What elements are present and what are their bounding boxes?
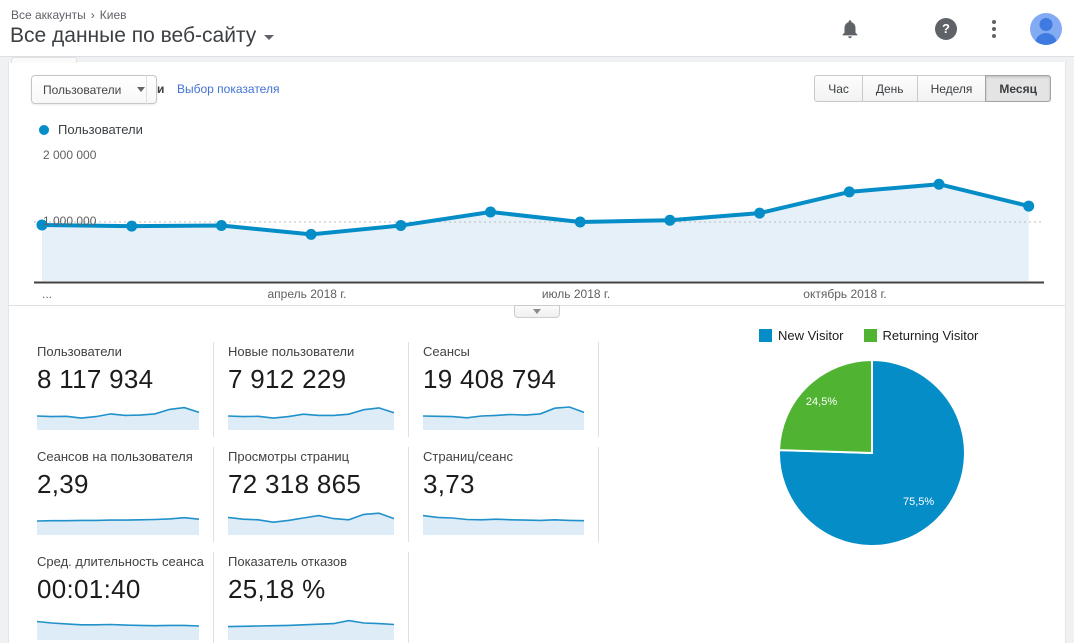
title-dropdown-caret-icon[interactable]: [264, 35, 275, 40]
kebab-menu-icon[interactable]: [982, 17, 1006, 41]
stat-card: Просмотры страниц 72 318 865: [214, 447, 409, 542]
y-axis-label-1m: 1 000 000: [43, 214, 97, 228]
visitor-type-panel: New Visitor Returning Visitor 75,5% 24,5%: [599, 324, 1065, 634]
stat-label: Сеансы: [423, 344, 470, 359]
stat-value: 72 318 865: [228, 469, 362, 499]
stat-card: Сред. длительность сеанса 00:01:40: [36, 552, 214, 643]
stat-value: 8 117 934: [37, 364, 154, 394]
x-tick-label: апрель 2018 г.: [267, 287, 347, 301]
stat-card: Пользователи 8 117 934: [36, 342, 214, 437]
granularity-button-день[interactable]: День: [861, 75, 918, 102]
chart-collapse-handle[interactable]: [514, 305, 560, 318]
pie-legend-item: Returning Visitor: [863, 328, 979, 343]
stat-value: 3,73: [423, 469, 475, 499]
pie-slice-label: 75,5%: [903, 496, 934, 508]
chart-legend: Пользователи: [39, 122, 143, 137]
granularity-button-час[interactable]: Час: [814, 75, 863, 102]
stat-label: Просмотры страниц: [228, 449, 350, 464]
controls-divider: [146, 75, 147, 104]
metric-selector-dropdown[interactable]: Пользователи: [31, 75, 158, 104]
stat-label: Страниц/сеанс: [423, 449, 513, 464]
x-tick-label: октябрь 2018 г.: [803, 287, 887, 301]
conjunction-label: и: [157, 82, 165, 96]
granularity-button-group: Час День Неделя Месяц: [814, 75, 1051, 102]
app-header: Все аккаунты › Киев Все данные по веб-са…: [0, 0, 1074, 57]
breadcrumb: Все аккаунты › Киев: [11, 8, 127, 22]
user-avatar[interactable]: [1030, 12, 1062, 45]
stat-sparkline: [227, 610, 395, 640]
stat-value: 2,39: [37, 469, 89, 499]
stat-sparkline: [227, 400, 395, 430]
pie-slice-label: 24,5%: [806, 396, 837, 408]
x-tick-label: июль 2018 г.: [541, 287, 611, 301]
stat-sparkline: [36, 400, 200, 430]
granularity-button-неделя[interactable]: Неделя: [916, 75, 987, 102]
stat-card: Новые пользователи 7 912 229: [214, 342, 409, 437]
legend-label: New Visitor: [778, 328, 844, 343]
breadcrumb-all-accounts[interactable]: Все аккаунты: [11, 8, 86, 22]
chevron-down-icon: [137, 87, 146, 92]
select-metric-link[interactable]: Выбор показателя: [177, 82, 280, 96]
panel-tab: [11, 57, 77, 63]
timeseries-svg: [34, 178, 1044, 284]
stat-value: 19 408 794: [423, 364, 557, 394]
stat-card: Сеансы 19 408 794: [409, 342, 599, 437]
stat-label: Пользователи: [37, 344, 122, 359]
granularity-button-месяц[interactable]: Месяц: [985, 75, 1051, 102]
y-axis-label-2m: 2 000 000: [43, 148, 97, 162]
stat-card: Страниц/сеанс 3,73: [409, 447, 599, 542]
stat-sparkline: [422, 505, 585, 535]
stat-value: 25,18 %: [228, 574, 326, 604]
stat-value: 7 912 229: [228, 364, 347, 394]
legend-swatch-icon: [863, 329, 877, 342]
stat-sparkline: [422, 400, 585, 430]
stat-card: Сеансов на пользователя 2,39: [36, 447, 214, 542]
notifications-bell-icon[interactable]: [838, 17, 862, 41]
legend-swatch-icon: [759, 329, 772, 342]
stat-value: 00:01:40: [37, 574, 141, 604]
breadcrumb-separator: ›: [90, 8, 95, 22]
page-title: Все данные по веб-сайту: [10, 24, 257, 47]
chart-collapse-divider: [9, 305, 1065, 318]
pie-legend-item: New Visitor: [759, 328, 844, 343]
empty-cell: [409, 552, 599, 643]
pie-legend: New Visitor Returning Visitor: [759, 328, 978, 343]
x-tick-label: ...: [42, 287, 53, 301]
apps-grid-icon[interactable]: [886, 17, 910, 41]
stat-label: Новые пользователи: [228, 344, 355, 359]
stat-label: Показатель отказов: [228, 554, 348, 569]
overview-panel: Пользователи и Выбор показателя Час День Н…: [8, 57, 1066, 643]
help-icon[interactable]: ?: [934, 17, 958, 41]
stat-sparkline: [36, 505, 200, 535]
users-timeseries-chart[interactable]: 2 000 000 1 000 000 ... апрель 2018 г. и…: [34, 148, 1044, 303]
series-label: Пользователи: [58, 122, 143, 137]
legend-label: Returning Visitor: [882, 328, 979, 343]
stat-label: Сеансов на пользователя: [37, 449, 193, 464]
stat-card: Показатель отказов 25,18 %: [214, 552, 409, 643]
series-dot-icon: [39, 124, 49, 135]
stat-sparkline: [227, 505, 395, 535]
stat-label: Сред. длительность сеанса: [37, 554, 204, 569]
visitor-type-pie-chart[interactable]: 75,5% 24,5%: [772, 353, 972, 553]
stat-sparkline: [36, 610, 200, 640]
chevron-down-icon: [533, 309, 541, 314]
breadcrumb-account[interactable]: Киев: [99, 8, 127, 22]
metric-selector-value: Пользователи: [43, 82, 122, 97]
stats-grid: Пользователи 8 117 934 Новые пользователи 7…: [36, 342, 599, 643]
